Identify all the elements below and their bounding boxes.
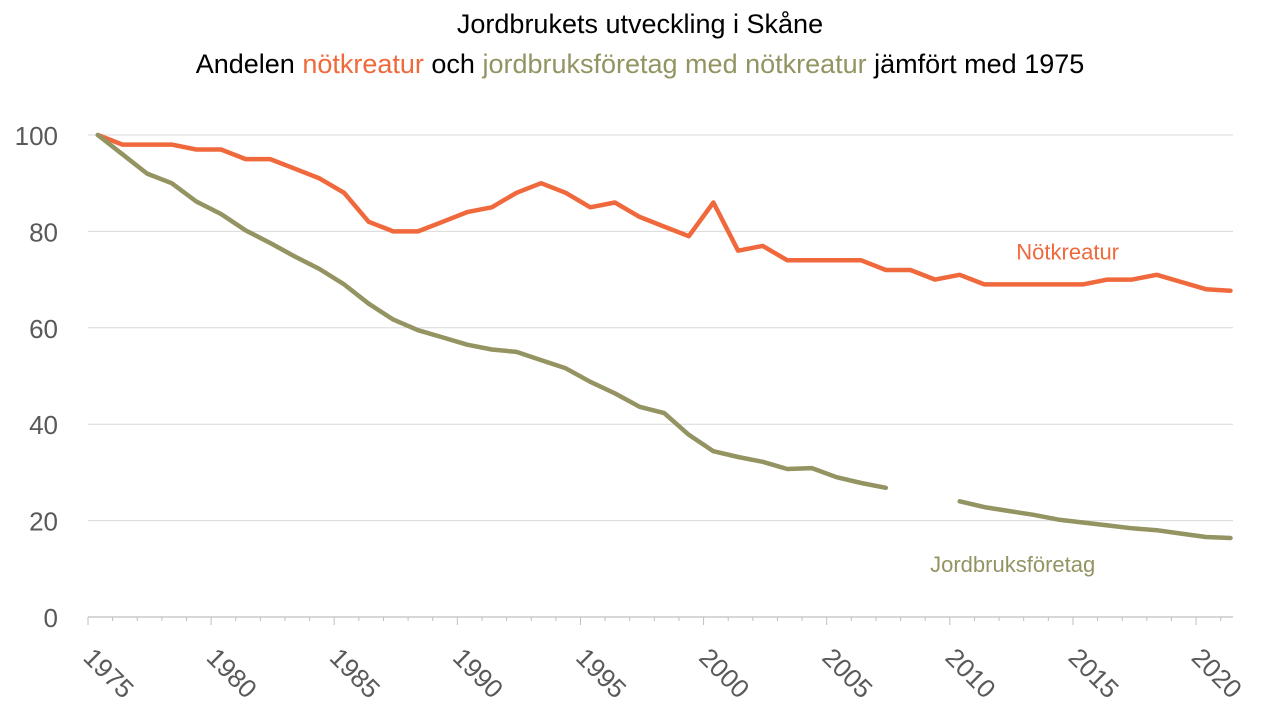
series-label-jordbruksföretag: Jordbruksföretag <box>930 552 1095 577</box>
y-tick-label: 40 <box>29 410 58 440</box>
subtitle-middle: och <box>423 49 483 79</box>
x-tick-label: 1990 <box>447 642 509 704</box>
y-tick-label: 80 <box>29 217 58 247</box>
x-tick-label: 2000 <box>693 642 755 704</box>
series-label-nötkreatur: Nötkreatur <box>1016 239 1119 264</box>
x-tick-label: 2020 <box>1186 642 1248 704</box>
series-labels: Nötkreatur Jordbruksföretag <box>930 239 1119 577</box>
series-line-jordbruksföretag-seg2 <box>957 499 1233 541</box>
axes: 0 20 40 60 80 100 1975 1980 1985 1990 1995 2000 2005… <box>15 121 1248 704</box>
y-tick-label: 20 <box>29 507 58 537</box>
y-tick-label: 100 <box>15 121 58 151</box>
subtitle-series2: jordbruksföretag med nötkreatur <box>482 49 867 79</box>
x-tick-label: 2010 <box>940 642 1002 704</box>
x-tick-label: 1985 <box>324 642 386 704</box>
y-tick-label: 60 <box>29 314 58 344</box>
gridlines <box>88 134 1233 522</box>
x-tick-label: 1995 <box>570 642 632 704</box>
chart-title: Jordbrukets utveckling i Skåne <box>456 9 824 39</box>
x-tick-label: 2015 <box>1063 642 1125 704</box>
subtitle-prefix: Andelen <box>195 49 303 79</box>
subtitle-suffix: jämfört med 1975 <box>866 49 1085 79</box>
series-line-jordbruksföretag-seg1 <box>95 132 889 491</box>
x-tick-label: 1975 <box>78 642 140 704</box>
x-tick-label: 1980 <box>201 642 263 704</box>
y-tick-label: 0 <box>44 603 58 633</box>
chart-subtitle: Andelen nötkreatur och jordbruksföretag … <box>0 46 1280 82</box>
series-line-nötkreatur <box>95 132 1233 293</box>
series-lines <box>95 132 1233 541</box>
x-tick-label: 2005 <box>816 642 878 704</box>
subtitle-series1: nötkreatur <box>302 49 424 79</box>
